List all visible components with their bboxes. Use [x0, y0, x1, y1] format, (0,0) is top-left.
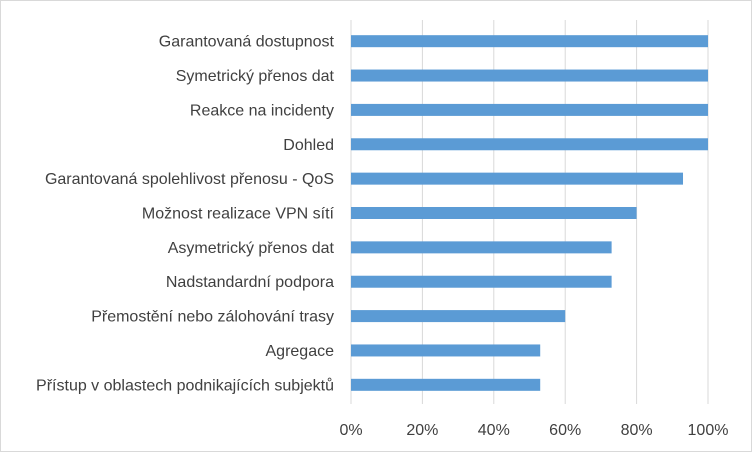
category-label: Garantovaná dostupnost	[159, 34, 335, 51]
bar	[351, 344, 541, 357]
bar	[351, 103, 708, 116]
category-label: Symetrický přenos dat	[176, 68, 335, 85]
x-tick-label: 20%	[406, 422, 438, 439]
x-tick-label: 60%	[549, 422, 581, 439]
bars	[351, 35, 708, 391]
bar	[351, 310, 566, 323]
bar	[351, 378, 541, 391]
category-labels: Garantovaná dostupnost Symetrický přenos …	[36, 34, 335, 395]
bar	[351, 207, 637, 219]
x-tick-label: 40%	[478, 422, 510, 439]
category-label: Přemostění nebo zálohování trasy	[91, 309, 334, 326]
bar	[351, 35, 708, 48]
category-label: Asymetrický přenos dat	[168, 240, 335, 257]
category-label: Přístup v oblastech podnikajících subjek…	[36, 376, 334, 394]
bar	[351, 172, 684, 185]
category-label: Možnost realizace VPN sítí	[142, 206, 335, 223]
x-tick-label: 80%	[621, 422, 653, 439]
category-label: Nadstandardní podpora	[166, 274, 334, 291]
bar	[351, 275, 612, 288]
category-label: Reakce na incidenty	[190, 102, 334, 119]
x-tick-label: 100%	[688, 422, 729, 439]
bar	[351, 241, 612, 254]
bar	[351, 138, 708, 151]
x-axis-tick-labels: 0% 20% 40% 60% 80% 100%	[339, 422, 728, 439]
category-label: Agregace	[266, 343, 335, 360]
category-label: Garantovaná spolehlivost přenosu - QoS	[45, 171, 334, 188]
x-tick-label: 0%	[339, 422, 362, 439]
category-label: Dohled	[283, 137, 334, 154]
bar	[351, 69, 708, 82]
